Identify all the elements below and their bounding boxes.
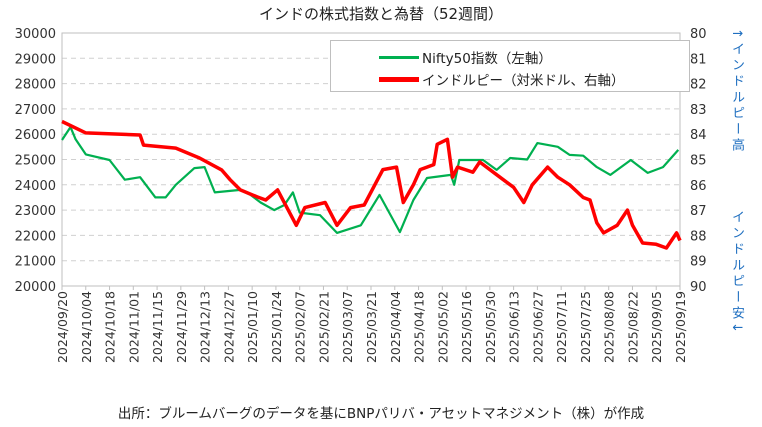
y-left-tick-label: 30000: [15, 27, 56, 42]
legend-swatch-red: [379, 76, 419, 82]
x-tick-label: 2025/02/07: [293, 291, 308, 363]
chart-title: インドの株式指数と為替（52週間）: [258, 5, 504, 23]
source-footer: 出所：ブルームバーグのデータを基にBNPパリバ・アセットマネジメント（株）が作成: [117, 406, 645, 422]
legend-item-nifty: Nifty50指数（左軸）: [379, 47, 552, 67]
y-right-tick-label: 81: [690, 52, 707, 67]
x-tick-label: 2025/06/13: [507, 291, 522, 363]
x-tick-label: 2025/03/21: [364, 291, 379, 363]
y-left-tick-label: 25000: [15, 154, 56, 169]
x-tick-label: 2025/01/24: [269, 291, 284, 363]
x-tick-label: 2025/09/05: [649, 291, 664, 363]
y-right-tick-label: 86: [690, 179, 707, 194]
y-right-tick-label: 89: [690, 255, 707, 270]
y-right-tick-label: 87: [690, 204, 707, 219]
x-tick-label: 2025/05/02: [435, 291, 450, 363]
x-tick-label: 2025/08/22: [625, 291, 640, 363]
x-tick-label: 2024/09/20: [55, 291, 70, 363]
y-left-tick-label: 22000: [15, 229, 56, 244]
x-tick-label: 2025/01/10: [245, 291, 260, 363]
x-tick-label: 2025/06/27: [530, 291, 545, 363]
x-tick-label: 2025/09/19: [673, 291, 688, 363]
legend-item-rupee: インドルピー（対米ドル、右軸）: [379, 69, 625, 89]
x-tick-label: 2024/12/27: [221, 291, 236, 363]
x-tick-label: 2024/12/13: [198, 291, 213, 363]
x-tick-label: 2024/11/15: [150, 291, 165, 363]
y-left-tick-label: 29000: [15, 52, 56, 67]
x-tick-label: 2024/10/04: [79, 291, 94, 363]
y-left-tick-label: 26000: [15, 128, 56, 143]
legend: Nifty50指数（左軸） インドルピー（対米ドル、右軸）: [330, 40, 690, 92]
y-right-tick-label: 90: [690, 280, 707, 295]
x-tick-label: 2025/05/30: [483, 291, 498, 363]
x-tick-label: 2024/11/01: [126, 291, 141, 363]
rupee-weak-note: インドルピー安↓: [729, 210, 744, 336]
y-right-tick-label: 88: [690, 229, 707, 244]
y-right-tick-label: 83: [690, 103, 707, 118]
y-left-tick-label: 24000: [15, 179, 56, 194]
x-tick-label: 2025/07/11: [554, 291, 569, 363]
x-tick-label: 2025/03/07: [340, 291, 355, 363]
y-right-tick-label: 82: [690, 78, 707, 93]
x-tick-label: 2024/11/29: [174, 291, 189, 363]
rupee-line: [61, 119, 682, 250]
x-tick-label: 2025/08/08: [602, 291, 617, 363]
y-left-tick-label: 28000: [15, 78, 56, 93]
legend-label: Nifty50指数（左軸）: [422, 51, 552, 67]
x-tick-label: 2025/05/16: [459, 291, 474, 363]
x-tick-label: 2025/04/18: [412, 291, 427, 363]
rupee-strong-note: ↑インドルピー高: [729, 28, 744, 154]
y-left-tick-label: 21000: [15, 255, 56, 270]
y-left-tick-label: 27000: [15, 103, 56, 118]
x-tick-label: 2024/10/18: [103, 291, 118, 363]
legend-label: インドルピー（対米ドル、右軸）: [422, 73, 625, 89]
y-right-tick-label: 85: [690, 154, 707, 169]
x-tick-label: 2025/04/04: [388, 291, 403, 363]
x-tick-label: 2025/02/21: [316, 291, 331, 363]
y-left-tick-label: 23000: [15, 204, 56, 219]
legend-swatch-green: [379, 55, 419, 59]
nifty50-line: [61, 125, 680, 234]
y-left-tick-label: 20000: [15, 280, 56, 295]
x-tick-label: 2025/07/25: [578, 291, 593, 363]
y-right-tick-label: 84: [690, 128, 707, 143]
y-right-tick-label: 80: [690, 27, 707, 42]
